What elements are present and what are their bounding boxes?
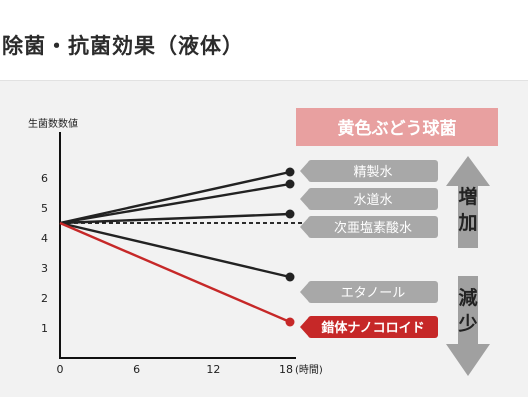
series-line [59, 221, 291, 279]
x-tick-label: 6 [133, 363, 140, 376]
y-tick-label: 1 [41, 322, 48, 335]
x-tick-labels: 0 6 12 18 [57, 363, 294, 376]
x-tick-label: 18 [279, 363, 293, 376]
series-label-box [308, 216, 438, 238]
decrease-arrow-icon [446, 276, 490, 376]
series-label-text: 水道水 [353, 193, 392, 208]
page-title: 除菌・抗菌効果（液体） [2, 34, 244, 58]
chart-title: 黄色ぶどう球菌 [338, 118, 457, 139]
series-label-pointer [300, 317, 309, 337]
series-end-point [285, 209, 295, 219]
series-label-text: 次亜塩素酸水 [334, 220, 412, 236]
series-line [59, 182, 291, 225]
series-line [59, 212, 291, 225]
series-label: 精製水 [300, 160, 438, 182]
series-label-box [308, 160, 438, 182]
series-label-pointer [300, 189, 309, 209]
series-line [59, 170, 291, 225]
increase-arrow-icon [446, 156, 490, 248]
series-label: 次亜塩素酸水 [300, 216, 438, 238]
y-tick-label: 5 [41, 202, 48, 215]
y-tick-label: 6 [41, 172, 48, 185]
x-axis-label: (時間) [295, 364, 323, 376]
decrease-indicator: 減少 [457, 286, 477, 335]
series-end-point [285, 317, 295, 327]
y-tick-label: 4 [41, 232, 48, 245]
y-tick-label: 3 [41, 262, 48, 275]
series-end-point [285, 179, 295, 189]
series-lines [59, 167, 295, 327]
series-end-point [285, 272, 295, 282]
series-label-pointer [300, 282, 309, 302]
y-axis-label: 生菌数数値 [28, 117, 78, 130]
series-label-pointer [300, 161, 309, 181]
y-tick-labels: 1 2 3 4 5 6 [41, 172, 48, 335]
chart-title-box [296, 108, 498, 146]
series-label-box [308, 188, 438, 210]
series-label-text: 錯体ナノコロイド [321, 320, 424, 336]
series-label: エタノール [300, 281, 438, 303]
series-label-box [308, 316, 438, 338]
series-label-text: エタノール [341, 286, 406, 301]
increase-indicator: 増加 [457, 185, 477, 234]
series-end-point [285, 167, 295, 177]
series-label-box [308, 281, 438, 303]
series-label-text: 精製水 [353, 165, 392, 180]
x-tick-label: 0 [57, 363, 64, 376]
x-tick-label: 12 [206, 363, 220, 376]
series-label: 錯体ナノコロイド [300, 316, 438, 338]
series-label-pointer [300, 217, 309, 237]
y-tick-label: 2 [41, 292, 48, 305]
series-label: 水道水 [300, 188, 438, 210]
series-line [59, 221, 291, 324]
